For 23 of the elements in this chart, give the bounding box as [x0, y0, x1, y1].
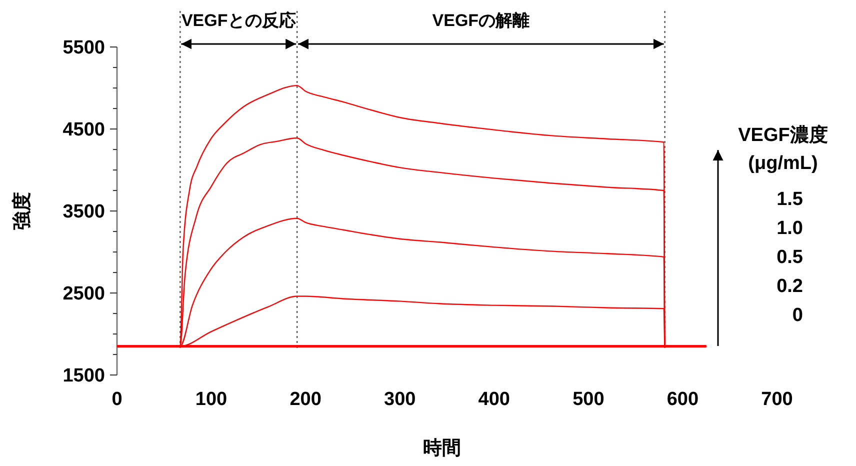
y-tick-label: 3500 — [62, 202, 105, 223]
x-tick-label: 100 — [195, 389, 228, 410]
text: 1.0 — [776, 218, 803, 239]
x-tick-label: 600 — [666, 389, 699, 410]
x-tick-label: 200 — [290, 389, 322, 410]
x-tick-label: 0 — [112, 389, 122, 410]
text: 0.5 — [776, 247, 804, 268]
text: VEGFの解離 — [432, 11, 530, 30]
y-tick-label: 5500 — [62, 38, 105, 59]
text: 0 — [792, 305, 803, 326]
y-axis-title: 強度 — [11, 192, 33, 230]
y-tick-label: 1500 — [62, 366, 105, 387]
text: VEGFとの反応 — [181, 11, 296, 30]
text: 0.2 — [776, 276, 803, 297]
x-tick-label: 700 — [761, 389, 793, 410]
x-axis-title: 時間 — [423, 437, 461, 459]
x-tick-label: 300 — [384, 389, 416, 410]
legend-title: VEGF濃度 (μg/mL) — [738, 124, 828, 174]
y-tick-label: 4500 — [62, 120, 105, 141]
x-tick-label: 500 — [572, 389, 604, 410]
y-tick-label: 2500 — [62, 284, 105, 305]
text: 1.5 — [776, 189, 804, 210]
x-tick-label: 400 — [478, 389, 510, 410]
